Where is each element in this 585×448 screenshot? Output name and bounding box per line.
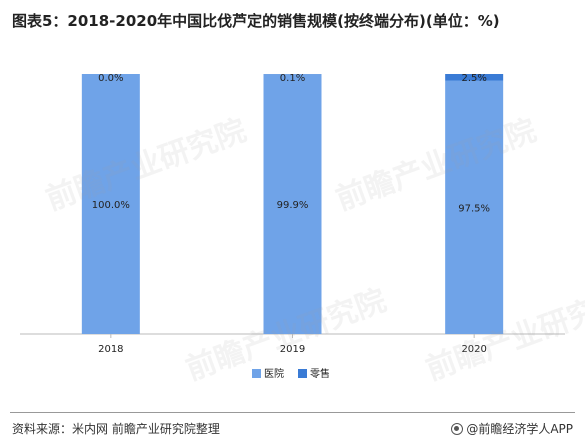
legend-swatch-hospital	[252, 369, 261, 378]
x-tick-label-2018: 2018	[98, 344, 123, 355]
x-tick-label-2020: 2020	[461, 344, 486, 355]
source-note: 资料来源：米内网 前瞻产业研究院整理	[12, 422, 220, 436]
data-label-retail-2019: 0.1%	[280, 73, 305, 84]
bar-hospital-2019	[263, 74, 322, 334]
footer-divider	[10, 412, 575, 413]
bar-retail-2020	[445, 74, 504, 81]
data-label-retail-2018: 0.0%	[98, 73, 123, 84]
chart-title: 图表5：2018-2020年中国比伐芦定的销售规模(按终端分布)(单位：%)	[12, 12, 500, 30]
legend-label-hospital: 医院	[264, 367, 284, 380]
data-label-hospital-2020: 97.5%	[458, 203, 490, 214]
x-tick-label-2019: 2019	[280, 344, 305, 355]
brand-text: @前瞻经济学人APP	[466, 422, 573, 436]
brand-credit: @前瞻经济学人APP	[451, 420, 573, 437]
stacked-bar-chart: 100.0% 0.0% 2018 99.9% 0.1% 2019 97.5% 2.5% 2020…	[20, 73, 565, 380]
bar-hospital-2020	[445, 80, 504, 334]
legend-label-retail: 零售	[310, 367, 330, 380]
data-label-retail-2020: 2.5%	[461, 73, 486, 84]
data-label-hospital-2019: 99.9%	[277, 200, 309, 211]
data-label-hospital-2018: 100.0%	[92, 200, 130, 211]
bar-hospital-2018	[81, 74, 140, 334]
brand-logo-icon	[451, 422, 464, 435]
legend-swatch-retail	[298, 369, 307, 378]
